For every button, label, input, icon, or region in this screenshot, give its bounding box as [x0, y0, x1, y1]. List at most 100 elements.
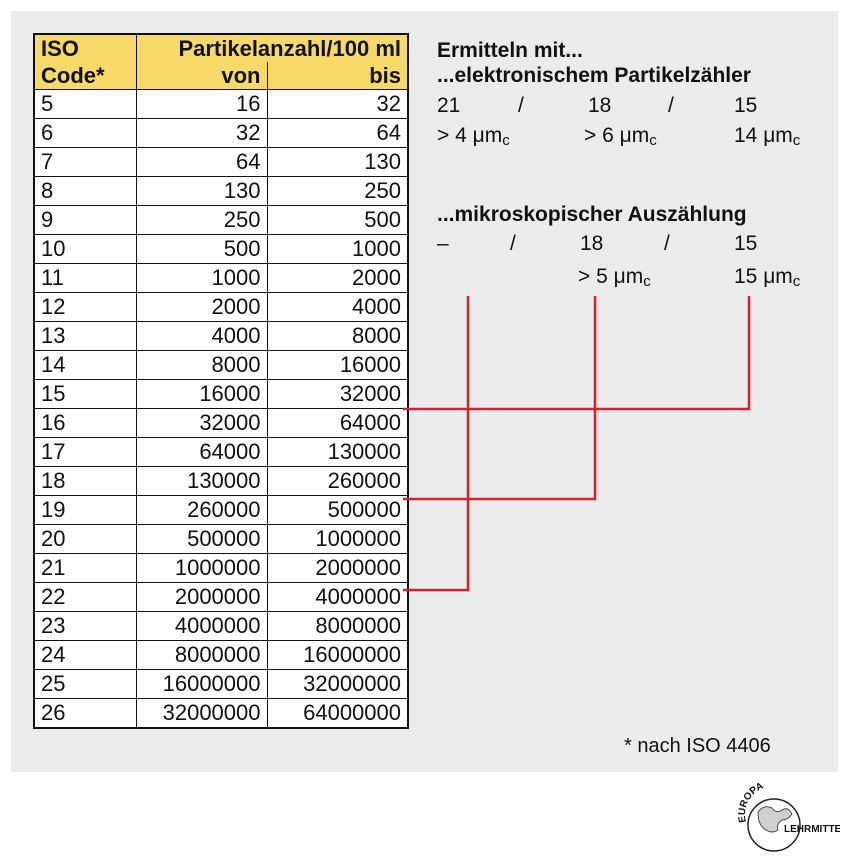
- to-value-cell: 8000000: [267, 611, 408, 641]
- microscopic-slash-1: /: [510, 232, 516, 255]
- electronic-slash-1: /: [518, 94, 524, 117]
- table-row: 10 500 1000: [34, 234, 408, 264]
- electronic-code-1: 21: [437, 94, 461, 117]
- to-value-cell: 4000: [267, 292, 408, 322]
- iso-code-cell: 24: [34, 640, 137, 670]
- from-value-cell: 2000000: [136, 582, 268, 612]
- electronic-size-1: > 4 μmc: [437, 124, 510, 149]
- to-value-cell: 500: [267, 205, 408, 235]
- table-row: 13 4000 8000: [34, 321, 408, 351]
- table-row: 17 64000 130000: [34, 437, 408, 467]
- table-row: 9 250 500: [34, 205, 408, 235]
- iso-code-cell: 5: [34, 89, 137, 119]
- from-value-cell: 32000: [136, 408, 268, 438]
- table-row: 21 1000000 2000000: [34, 553, 408, 583]
- to-value-cell: 8000: [267, 321, 408, 351]
- to-value-cell: 4000000: [267, 582, 408, 612]
- table-row: 22 2000000 4000000: [34, 582, 408, 612]
- iso-code-cell: 20: [34, 524, 137, 554]
- table-row: 25 16000000 32000000: [34, 669, 408, 699]
- table-row: 20 500000 1000000: [34, 524, 408, 554]
- table-row: 15 16000 32000: [34, 379, 408, 409]
- from-value-cell: 130: [136, 176, 268, 206]
- from-value-cell: 2000: [136, 292, 268, 322]
- from-value-cell: 64: [136, 147, 268, 177]
- to-value-cell: 1000000: [267, 524, 408, 554]
- iso-code-cell: 12: [34, 292, 137, 322]
- table-row: 6 32 64: [34, 118, 408, 148]
- from-value-cell: 500000: [136, 524, 268, 554]
- iso-code-cell: 10: [34, 234, 137, 264]
- from-value-cell: 1000: [136, 263, 268, 293]
- table-row: 8 130 250: [34, 176, 408, 206]
- connector-code-21: [403, 296, 470, 592]
- to-value-cell: 130000: [267, 437, 408, 467]
- iso-code-cell: 19: [34, 495, 137, 525]
- header-code: Code*: [34, 62, 137, 90]
- iso-code-cell: 23: [34, 611, 137, 641]
- iso-code-cell: 17: [34, 437, 137, 467]
- iso-code-cell: 15: [34, 379, 137, 409]
- from-value-cell: 500: [136, 234, 268, 264]
- iso-code-cell: 22: [34, 582, 137, 612]
- iso-code-table: ISO Partikelanzahl/100 ml Code* von bis …: [33, 33, 409, 729]
- iso-code-cell: 14: [34, 350, 137, 380]
- iso-code-cell: 8: [34, 176, 137, 206]
- to-value-cell: 2000000: [267, 553, 408, 583]
- microscopic-code-3: 15: [734, 232, 758, 255]
- from-value-cell: 8000: [136, 350, 268, 380]
- header-from: von: [136, 62, 268, 90]
- to-value-cell: 64000000: [267, 698, 408, 729]
- electronic-size-2: > 6 μmc: [584, 124, 657, 149]
- iso-code-cell: 11: [34, 263, 137, 293]
- table-row: 7 64 130: [34, 147, 408, 177]
- heading-determine-with: Ermitteln mit...: [437, 39, 583, 62]
- to-value-cell: 260000: [267, 466, 408, 496]
- to-value-cell: 500000: [267, 495, 408, 525]
- table-row: 19 260000 500000: [34, 495, 408, 525]
- to-value-cell: 1000: [267, 234, 408, 264]
- microscopic-slash-2: /: [664, 232, 670, 255]
- from-value-cell: 32000000: [136, 698, 268, 729]
- to-value-cell: 64: [267, 118, 408, 148]
- from-value-cell: 1000000: [136, 553, 268, 583]
- electronic-slash-2: /: [668, 94, 674, 117]
- to-value-cell: 130: [267, 147, 408, 177]
- header-particle-count: Partikelanzahl/100 ml: [136, 34, 408, 62]
- table-row: 16 32000 64000: [34, 408, 408, 438]
- microscopic-code-2: 18: [580, 232, 604, 255]
- table-row: 11 1000 2000: [34, 263, 408, 293]
- connector-code-15: [403, 296, 751, 411]
- table-header-row: ISO Partikelanzahl/100 ml: [34, 34, 408, 62]
- to-value-cell: 16000000: [267, 640, 408, 670]
- table-row: 23 4000000 8000000: [34, 611, 408, 641]
- to-value-cell: 250: [267, 176, 408, 206]
- to-value-cell: 64000: [267, 408, 408, 438]
- electronic-size-3: 14 μmc: [734, 124, 801, 149]
- to-value-cell: 32000: [267, 379, 408, 409]
- from-value-cell: 4000000: [136, 611, 268, 641]
- table-row: 26 32000000 64000000: [34, 698, 408, 729]
- header-to: bis: [267, 62, 408, 90]
- from-value-cell: 260000: [136, 495, 268, 525]
- microscopic-code-1: –: [437, 232, 449, 255]
- to-value-cell: 32000000: [267, 669, 408, 699]
- from-value-cell: 4000: [136, 321, 268, 351]
- logo-bottom-text: LEHRMITTEL: [784, 824, 840, 835]
- heading-electronic-counter: ...elektronischem Partikelzähler: [437, 64, 751, 87]
- from-value-cell: 16: [136, 89, 268, 119]
- iso-code-cell: 18: [34, 466, 137, 496]
- iso-code-cell: 7: [34, 147, 137, 177]
- table-row: 5 16 32: [34, 89, 408, 119]
- from-value-cell: 250: [136, 205, 268, 235]
- electronic-code-3: 15: [734, 94, 758, 117]
- table-row: 18 130000 260000: [34, 466, 408, 496]
- to-value-cell: 16000: [267, 350, 408, 380]
- electronic-code-2: 18: [588, 94, 612, 117]
- table-row: 24 8000000 16000000: [34, 640, 408, 670]
- iso-code-cell: 13: [34, 321, 137, 351]
- from-value-cell: 16000000: [136, 669, 268, 699]
- from-value-cell: 16000: [136, 379, 268, 409]
- microscopic-size-2: 15 μmc: [734, 265, 801, 290]
